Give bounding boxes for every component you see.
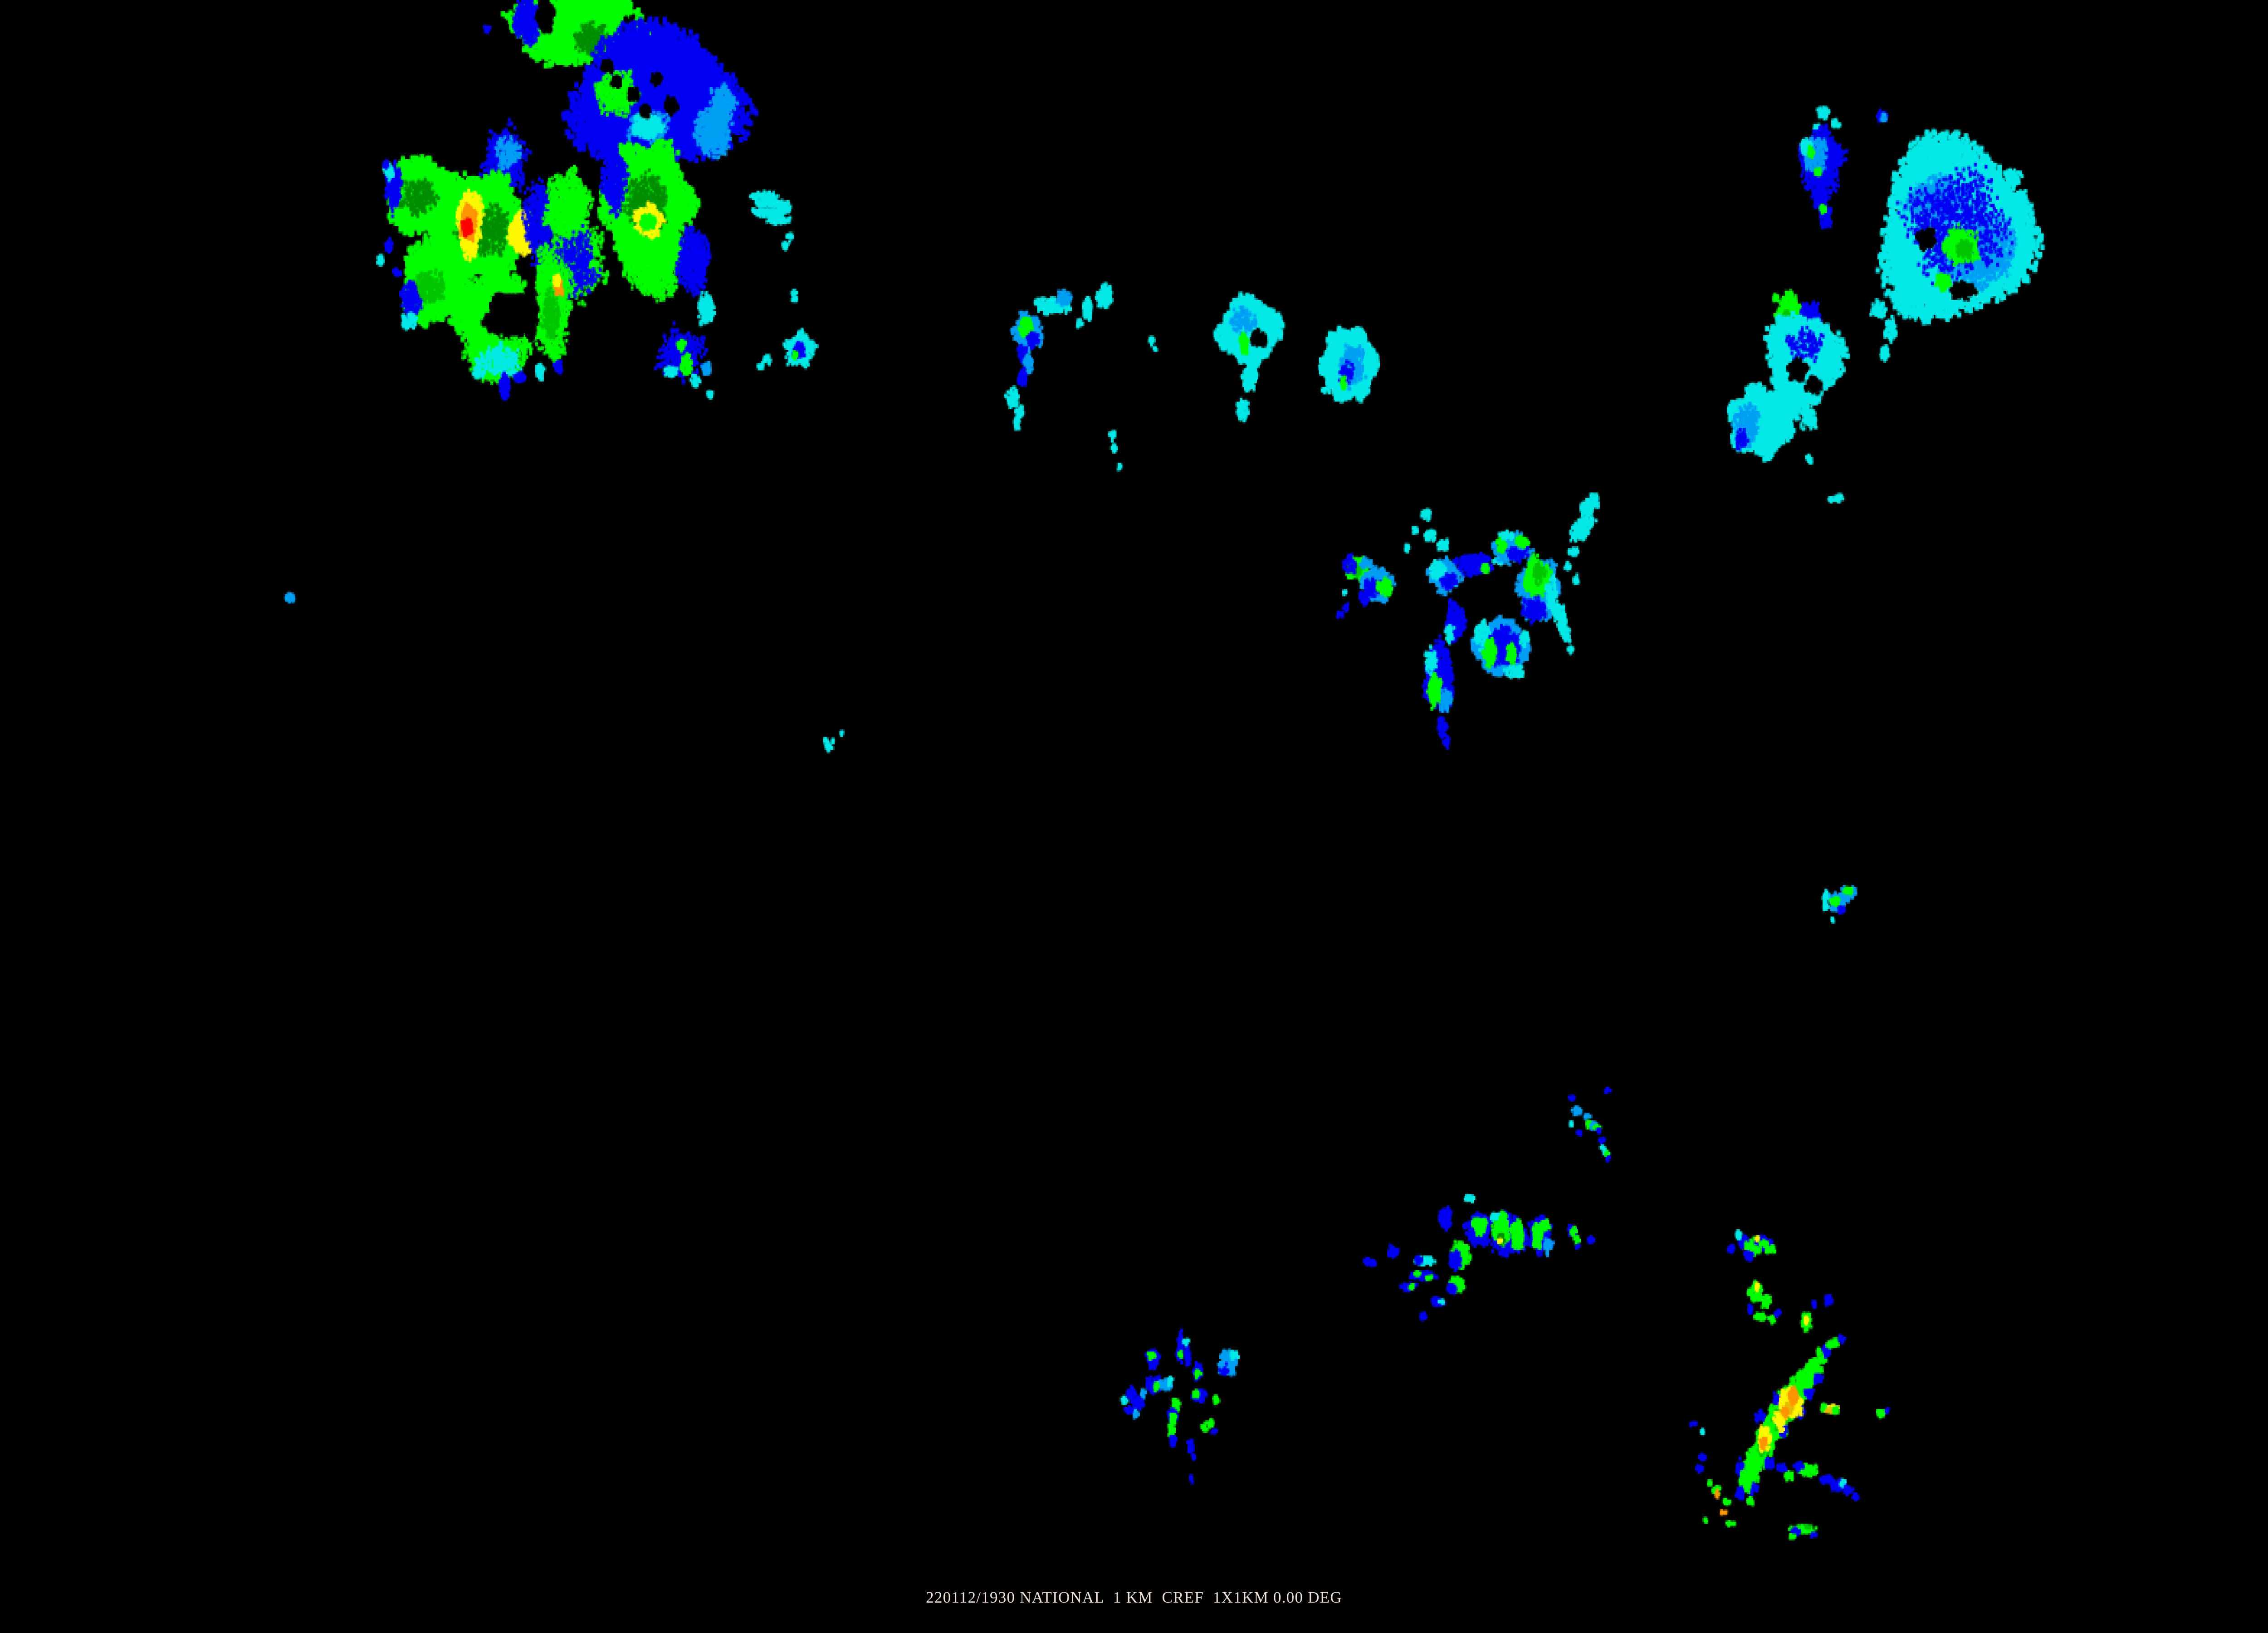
radar-caption: 220112/1930 NATIONAL 1 KM CREF 1X1KM 0.0… [926, 1589, 1342, 1607]
